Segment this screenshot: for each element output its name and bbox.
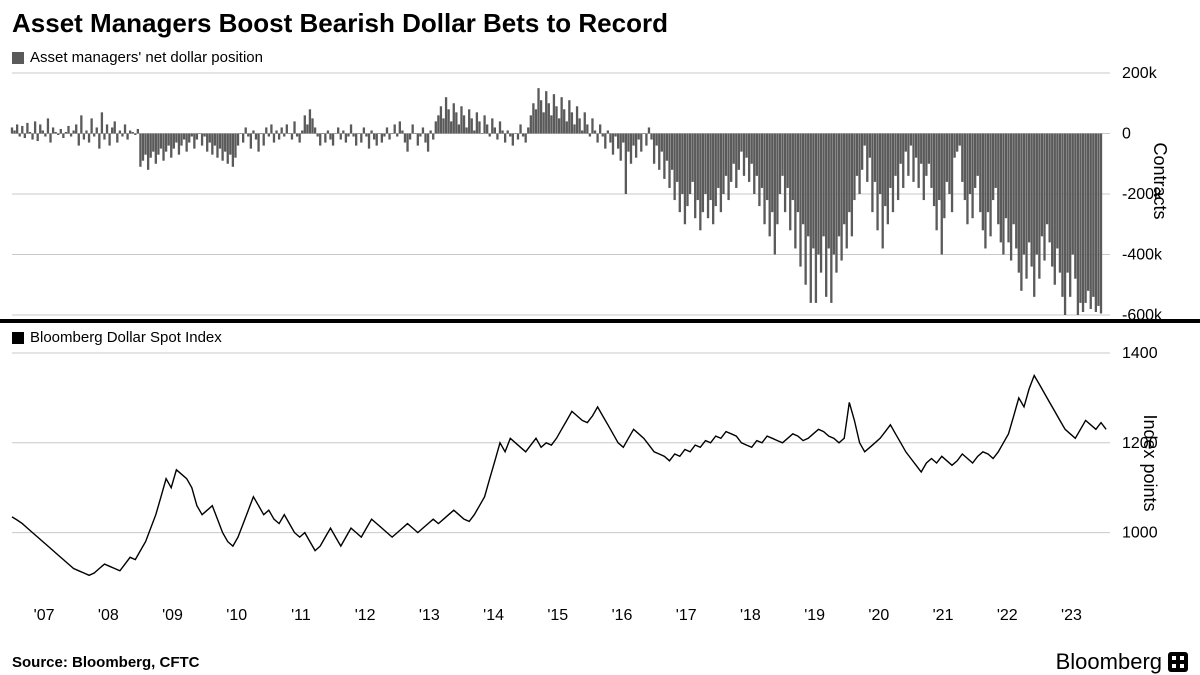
x-tick: '07: [34, 607, 55, 625]
x-tick: '15: [547, 607, 568, 625]
x-tick: '14: [483, 607, 504, 625]
bottom-svg: 100012001400: [0, 323, 1200, 603]
source-text: Source: Bloomberg, CFTC: [12, 654, 200, 671]
svg-text:1000: 1000: [1122, 525, 1158, 542]
x-tick: '08: [98, 607, 119, 625]
x-tick: '19: [804, 607, 825, 625]
x-tick: '13: [419, 607, 440, 625]
x-tick: '18: [740, 607, 761, 625]
brand-label: Bloomberg: [1056, 649, 1162, 675]
bottom-axis-title: Index points: [1139, 414, 1160, 511]
x-axis: '07 '08 '09 '10 '11 '12 '13 '14 '15 '16 '17 '18 '19 '…: [0, 603, 1200, 643]
svg-text:200k: 200k: [1122, 65, 1158, 82]
top-panel: Asset managers' net dollar position -600…: [0, 43, 1200, 323]
svg-text:-400k: -400k: [1122, 247, 1163, 264]
x-tick: '11: [291, 607, 311, 625]
chart-title: Asset Managers Boost Bearish Dollar Bets…: [0, 0, 1200, 43]
panels: Asset managers' net dollar position -600…: [0, 43, 1200, 643]
x-tick: '09: [162, 607, 183, 625]
top-svg: -600k-400k-200k0200k: [0, 43, 1200, 323]
svg-text:0: 0: [1122, 126, 1131, 143]
svg-text:1400: 1400: [1122, 345, 1158, 362]
x-tick: '17: [676, 607, 697, 625]
bottom-panel: Bloomberg Dollar Spot Index 100012001400…: [0, 323, 1200, 603]
x-tick: '10: [226, 607, 247, 625]
x-tick: '21: [933, 607, 954, 625]
x-tick: '12: [355, 607, 376, 625]
svg-text:-600k: -600k: [1122, 307, 1163, 323]
brand: Bloomberg: [1056, 649, 1188, 675]
x-tick: '16: [612, 607, 633, 625]
x-tick: '23: [1061, 607, 1082, 625]
chart-root: Asset Managers Boost Bearish Dollar Bets…: [0, 0, 1200, 675]
x-tick: '20: [868, 607, 889, 625]
x-tick: '22: [997, 607, 1018, 625]
top-axis-title: Contracts: [1149, 142, 1170, 219]
brand-icon: [1168, 652, 1188, 672]
footer: Source: Bloomberg, CFTC Bloomberg: [0, 643, 1200, 675]
